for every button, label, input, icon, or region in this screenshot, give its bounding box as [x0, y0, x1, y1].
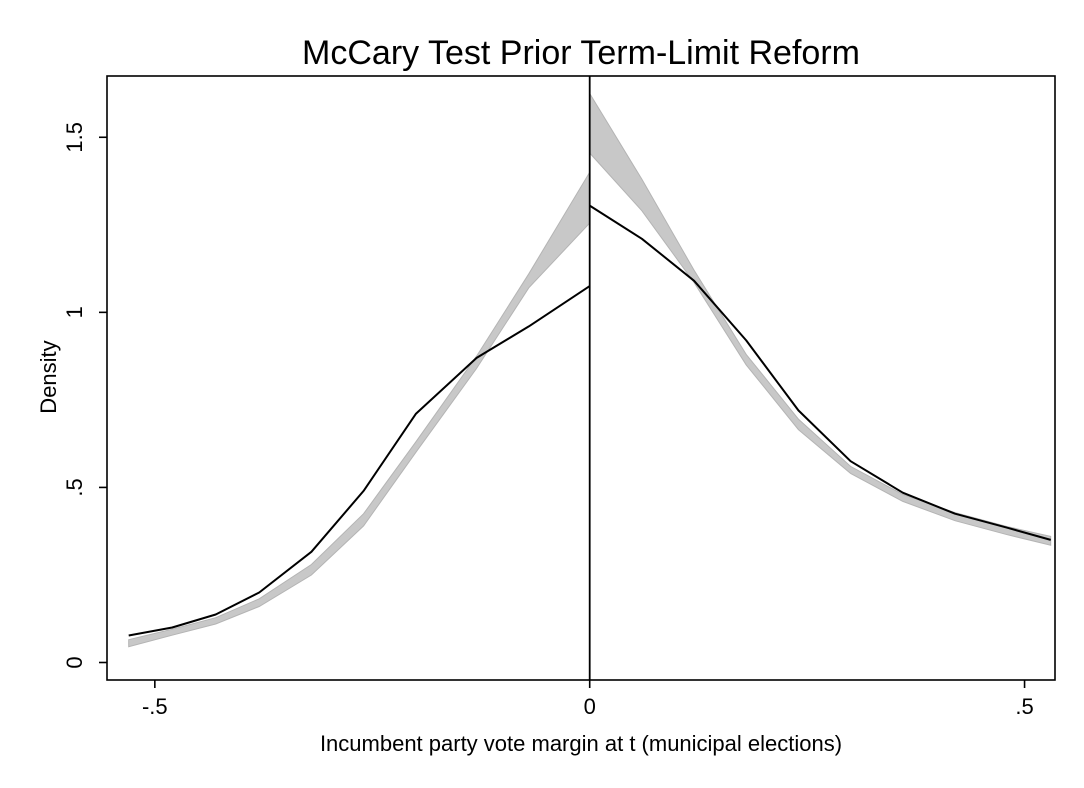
ci-band-right: [589, 91, 1052, 546]
density-line-left: [128, 285, 591, 637]
y-tick-label: 1: [62, 306, 87, 318]
x-axis-label: Incumbent party vote margin at t (munici…: [320, 731, 842, 756]
density-line-right: [589, 204, 1051, 541]
y-axis-label: Density: [36, 340, 61, 413]
plot-frame: [106, 75, 1056, 681]
x-tick-label: -.5: [142, 694, 168, 719]
x-tick-label: 0: [584, 694, 596, 719]
y-axis: 0 .5 1 1.5: [62, 122, 107, 669]
y-tick-label: 0: [62, 656, 87, 668]
plot-area: [128, 76, 1052, 680]
y-tick-label: .5: [62, 478, 87, 496]
x-tick-label: .5: [1015, 694, 1033, 719]
chart-title: McCary Test Prior Term-Limit Reform: [302, 34, 860, 72]
y-tick-label: 1.5: [62, 122, 87, 153]
x-axis: -.5 0 .5: [142, 680, 1034, 719]
